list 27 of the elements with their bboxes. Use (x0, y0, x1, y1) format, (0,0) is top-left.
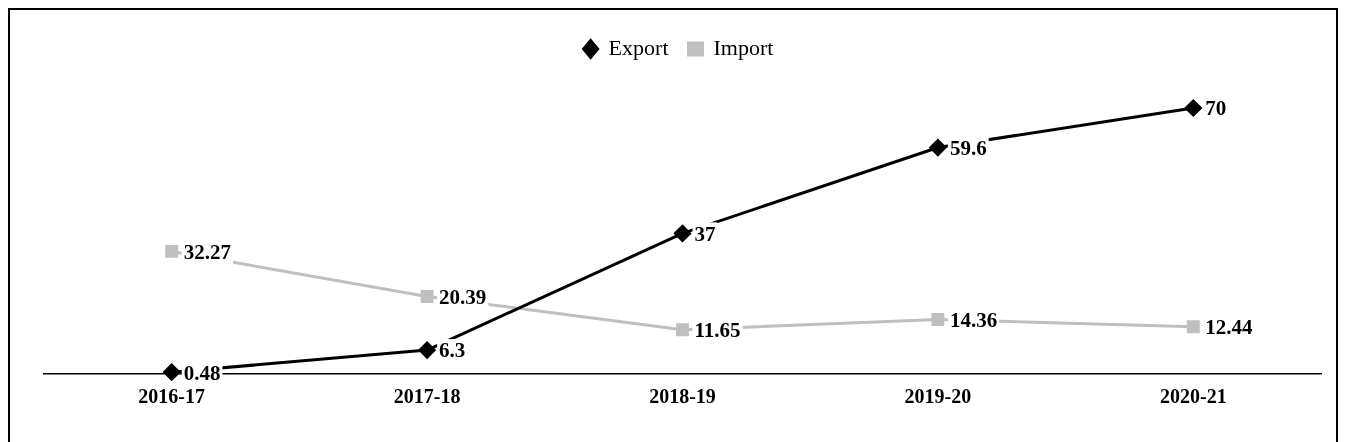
point (931, 312, 945, 326)
point (674, 224, 691, 242)
data-label: 70 (1205, 96, 1227, 121)
point (163, 363, 181, 381)
x-tick-label: 2017-18 (393, 385, 461, 408)
data-label: 59.6 (949, 135, 987, 160)
data-label: 37 (694, 221, 716, 246)
data-label: 32.27 (183, 239, 231, 264)
legend-label: Import (713, 34, 774, 60)
data-label: 0.48 (183, 360, 221, 385)
point (929, 139, 947, 157)
data-label: 20.39 (439, 284, 487, 309)
point (1186, 320, 1200, 334)
point (676, 323, 689, 337)
x-tick-label: 2018-19 (649, 385, 716, 408)
point (165, 244, 179, 258)
x-tick-label: 2016-17 (138, 385, 206, 408)
data-label: 14.36 (949, 307, 998, 332)
data-label: 11.65 (694, 318, 741, 343)
legend-label: Export (608, 34, 669, 60)
x-tick-label: 2019-20 (904, 385, 972, 408)
point (418, 341, 436, 359)
point (420, 290, 434, 303)
data-label: 6.3 (439, 338, 466, 363)
x-tick-label: 2020-21 (1159, 385, 1227, 408)
point (1184, 99, 1202, 117)
data-label: 12.44 (1205, 315, 1254, 340)
